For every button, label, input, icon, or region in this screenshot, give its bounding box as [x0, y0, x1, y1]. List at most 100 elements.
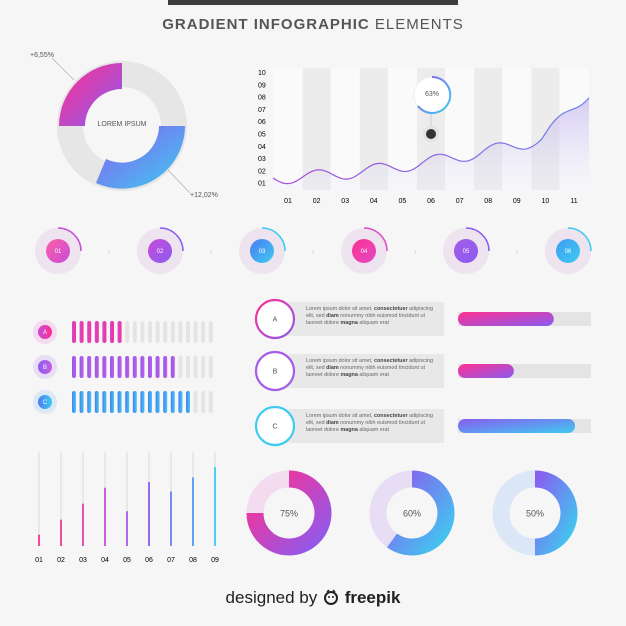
progress-segment [208, 321, 213, 343]
progress-segment [186, 356, 190, 378]
info-text-panel [275, 302, 444, 336]
info-text-span: adipiscing [407, 306, 434, 312]
x-tick-label: 09 [513, 198, 521, 205]
progress-segment [132, 321, 137, 343]
vertical-bar: 07 [167, 452, 175, 564]
info-bar-fill [458, 419, 576, 433]
vertical-bar: 08 [189, 452, 197, 564]
progress-segment [140, 356, 145, 378]
info-text-span: aliquam erat [357, 320, 390, 326]
info-text-span: elit, sed [306, 313, 327, 319]
step-arrow-icon: › [210, 249, 213, 256]
area-chart: 10 09 08 07 06 05 04 03 02 01 01 02 03 04 05 06 07 08 09 1… [258, 68, 590, 205]
step-item: 05 [443, 227, 490, 274]
progress-segment [163, 391, 168, 413]
step-label: 03 [259, 249, 266, 255]
info-text-panel [275, 354, 444, 388]
row-letter: A [43, 330, 47, 336]
y-tick-label: 07 [258, 107, 266, 114]
progress-segment [148, 356, 152, 378]
percent-ring: 50% [492, 470, 578, 556]
vertical-bar: 01 [35, 452, 43, 564]
progress-segment [79, 391, 84, 413]
progress-segment [148, 321, 152, 343]
progress-segment [170, 391, 175, 413]
callout-line-bottom [167, 169, 191, 194]
info-text-span: laoreet dolore [306, 427, 341, 433]
info-text-span: magna [340, 372, 358, 378]
progress-segment [178, 356, 183, 378]
progress-segment [178, 391, 183, 413]
percent-ring: 60% [369, 470, 455, 556]
info-text-span: diam [326, 313, 339, 319]
info-item: A [254, 298, 591, 340]
vertical-bar: 04 [101, 452, 109, 564]
x-tick-label: 06 [427, 198, 435, 205]
area-bubble [413, 75, 452, 114]
vertical-bar: 05 [123, 452, 131, 564]
progress-segment [132, 356, 137, 378]
info-letter: B [273, 369, 278, 376]
progress-segment [170, 321, 175, 343]
progress-segment [208, 356, 213, 378]
info-bar-fill [458, 312, 554, 326]
vertical-bar: 09 [211, 452, 219, 564]
info-text-span: Lorem ipsum dolor sit amet, [306, 413, 375, 419]
progress-segment [163, 321, 168, 343]
progress-segment [155, 356, 160, 378]
progress-segment [155, 391, 160, 413]
info-item: C [254, 405, 591, 447]
step-label: 02 [157, 249, 164, 255]
y-tick-label: 10 [258, 70, 266, 77]
title-bold: GRADIENT INFOGRAPHIC [162, 16, 370, 33]
progress-segment [186, 391, 190, 413]
progress-segment [125, 321, 130, 343]
ring-fill [534, 470, 578, 556]
x-tick-label: 01 [284, 198, 292, 205]
step-arrow-icon: › [108, 249, 111, 256]
area-bubble-label: 63% [424, 91, 439, 98]
progress-segment [140, 391, 145, 413]
donut-callout-bottom: +12,02% [190, 192, 218, 199]
progress-segment [140, 321, 145, 343]
vertical-bar-label: 03 [79, 557, 87, 564]
segment-progress-rows: A B C [33, 320, 213, 414]
top-accent-bar [168, 0, 458, 5]
info-text-span: Lorem ipsum dolor sit amet, [306, 358, 375, 364]
info-text-span: adipiscing [407, 358, 434, 364]
progress-segment [125, 356, 130, 378]
progress-segment [193, 321, 198, 343]
step-item: 06 [545, 227, 592, 274]
progress-segment [148, 391, 152, 413]
progress-segment [155, 321, 160, 343]
area-line [272, 97, 590, 185]
info-text-span: consectetuer [374, 413, 408, 419]
info-letter: A [273, 317, 278, 324]
footer-credit: designed by freepik [0, 588, 626, 608]
info-text-span: nonummy nibh euismod tincidunt ut [338, 313, 425, 319]
vertical-bar-label: 07 [167, 557, 175, 564]
progress-segment [117, 391, 122, 413]
info-circle [254, 350, 296, 392]
x-tick-label: 11 [570, 198, 577, 205]
ring-label: 60% [403, 509, 421, 519]
donut-center-label: LOREM IPSUM [97, 121, 147, 128]
vertical-bar-label: 02 [57, 557, 65, 564]
y-tick-label: 03 [258, 156, 266, 163]
progress-segment [79, 321, 84, 343]
progress-segment [125, 391, 130, 413]
info-text: Lorem ipsum dolor sit amet, consectetuer… [306, 358, 446, 379]
row-letter: B [43, 365, 47, 371]
donut-segment-top [59, 63, 122, 126]
progress-segment [110, 356, 114, 378]
info-text-span: consectetuer [374, 306, 408, 312]
vertical-bar-label: 08 [189, 557, 197, 564]
x-tick-label: 08 [484, 198, 492, 205]
freepik-logo-icon [322, 589, 340, 605]
progress-row: C [33, 390, 213, 414]
donut-segment-bottom [96, 126, 185, 189]
progress-segment [193, 356, 198, 378]
vertical-bar-label: 04 [101, 557, 109, 564]
info-text-span: diam [326, 420, 339, 426]
progress-segment [201, 356, 206, 378]
